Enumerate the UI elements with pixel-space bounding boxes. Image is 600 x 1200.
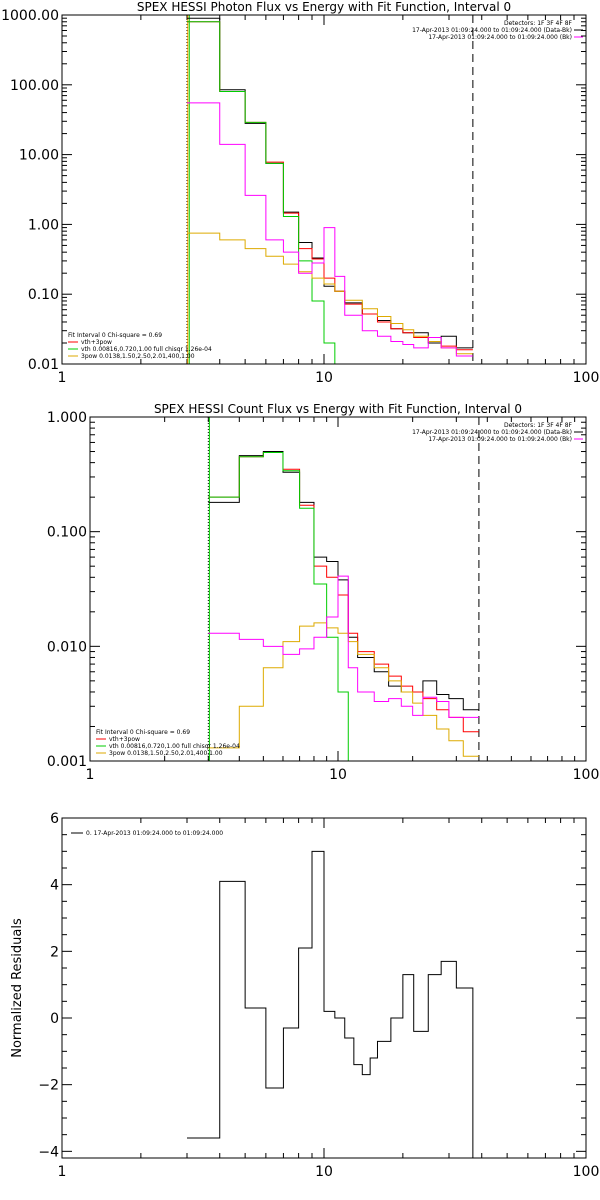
plot-frame	[89, 416, 587, 762]
y-tick-label: 1.000	[47, 410, 87, 426]
y-tick-label: 0.10	[28, 287, 59, 303]
y-tick-label: 1000.00	[1, 8, 59, 24]
y-tick-label: 6	[50, 811, 59, 827]
legend-text: 0. 17-Apr-2013 01:09:24.000 to 01:09:24.…	[86, 830, 223, 837]
info-text: 17-Apr-2013 01:09:24.000 to 01:09:24.000…	[428, 436, 572, 443]
series-line-2	[208, 452, 359, 761]
plot-area	[207, 417, 480, 761]
info-text: Detectors: 1F 3F 4F 8F	[504, 422, 573, 429]
chart-title: SPEX HESSI Photon Flux vs Energy with Fi…	[137, 0, 511, 14]
x-tick-label: 100	[573, 370, 600, 386]
y-tick-label: 0	[50, 1011, 59, 1027]
x-tick-label: 1	[58, 1164, 67, 1180]
fit-text: Fit Interval 0 Chi-square = 0.69	[68, 332, 162, 339]
y-tick-label: 100.00	[10, 78, 59, 94]
y-tick-label: 0.100	[47, 525, 87, 541]
x-tick-label: 10	[315, 1164, 333, 1180]
plot-area	[187, 850, 474, 1158]
chart-1: SPEX HESSI Photon Flux vs Energy with Fi…	[1, 0, 600, 386]
plot-frame	[61, 14, 587, 365]
series-line-3	[187, 232, 473, 355]
series-line-4	[187, 102, 473, 357]
x-tick-label: 10	[315, 370, 333, 386]
info-text: 17-Apr-2013 01:09:24.000 to 01:09:24.000…	[412, 27, 572, 34]
x-tick-label: 100	[573, 767, 600, 783]
chart-title: SPEX HESSI Count Flux vs Energy with Fit…	[154, 402, 522, 416]
fit-text: vth+3pow	[109, 736, 140, 743]
info-text: 17-Apr-2013 01:09:24.000 to 01:09:24.000…	[428, 34, 572, 41]
fit-text: vth 0.00816,0.720,1.00 full chisqr 1.26e…	[109, 743, 240, 750]
info-text: Detectors: 1F 3F 4F 8F	[504, 20, 573, 27]
fit-text: Fit Interval 0 Chi-square = 0.69	[96, 729, 190, 736]
x-tick-label: 1	[86, 767, 95, 783]
y-tick-label: 10.00	[19, 148, 59, 164]
fit-text: vth+3pow	[81, 339, 112, 346]
series-line-4	[208, 575, 479, 718]
y-tick-label: 4	[50, 878, 59, 894]
y-tick-label: 0.010	[47, 639, 87, 655]
series-line-1	[187, 21, 473, 351]
fit-text: vth 0.00816,0.720,1.00 full chisqr 1.26e…	[81, 346, 212, 353]
series-line-3	[208, 622, 479, 757]
x-tick-label: 100	[573, 1164, 600, 1180]
fit-text: 3pow 0.0138,1.50,2.50,2.01,400,1.00	[109, 750, 223, 757]
x-tick-label: 1	[58, 370, 67, 386]
fit-text: 3pow 0.0138,1.50,2.50,2.01,400,1.00	[81, 353, 195, 360]
chart-2: SPEX HESSI Count Flux vs Energy with Fit…	[47, 402, 600, 783]
series-line-2	[187, 21, 336, 364]
y-tick-label: −2	[38, 1078, 59, 1094]
y-tick-label: 2	[50, 944, 59, 960]
y-tick-label: 1.00	[28, 217, 59, 233]
x-tick-label: 10	[329, 767, 347, 783]
series-line-0	[208, 451, 479, 711]
y-tick-label: −4	[38, 1144, 59, 1160]
series-line-0	[187, 17, 473, 349]
plot-area	[186, 15, 474, 364]
y-tick-label: 0.01	[28, 357, 59, 373]
y-tick-label: 0.001	[47, 754, 87, 770]
series-line-1	[208, 452, 479, 733]
y-axis-label: Normalized Residuals	[10, 918, 25, 1058]
info-text: 17-Apr-2013 01:09:24.000 to 01:09:24.000…	[412, 429, 572, 436]
chart-3: Normalized Residuals 1 10 100 −4 −2 0 2 4 6 0. 17-…	[10, 811, 599, 1180]
plot-frame	[61, 817, 587, 1159]
series-line-0	[187, 850, 474, 1158]
